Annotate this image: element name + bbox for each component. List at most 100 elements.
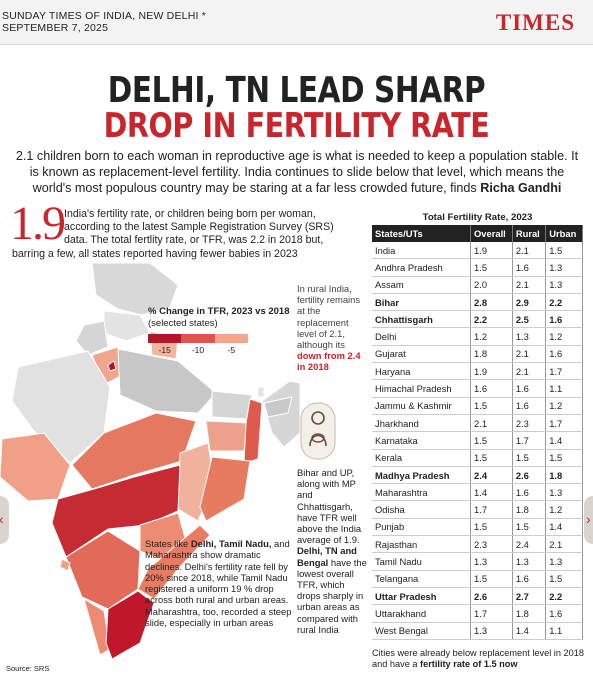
lead-line4: barring a few, all states reported havin… — [12, 247, 298, 260]
intro-text: 2.1 children born to each woman in repro… — [15, 149, 579, 195]
table-row: Tamil Nadu 1.3 1.3 1.3 — [372, 552, 583, 571]
cell-overall: 1.5 — [470, 449, 513, 467]
map-region-delhi — [107, 360, 117, 372]
table-row: Chhattisgarh 2.2 2.5 1.6 — [372, 310, 583, 329]
map-region-karnataka — [65, 530, 141, 610]
map-region-sikkim — [257, 386, 265, 398]
cell-overall: 2.1 — [470, 414, 513, 433]
table-row: Haryana 1.9 2.1 1.7 — [372, 362, 583, 381]
cell-state: Jammu & Kashmir — [372, 397, 471, 415]
cell-rural: 1.3 — [512, 327, 547, 346]
lead-line1: India's fertility rate, or children bein… — [64, 208, 316, 220]
cell-rural: 2.1 — [512, 345, 547, 364]
legend-title: % Change in TFR, 2023 vs 2018 (selected … — [148, 306, 298, 329]
chevron-right-icon: › — [586, 511, 591, 527]
tfr-table-block: Total Fertility Rate, 2023 States/UTs Ov… — [372, 210, 583, 640]
cell-overall: 1.5 — [470, 570, 513, 588]
cell-rural: 1.5 — [512, 518, 547, 537]
table-body: India 1.9 2.1 1.5 Andhra Pradesh 1.5 1.6 1.3 Ass… — [372, 242, 583, 640]
cell-urban: 1.7 — [545, 362, 583, 381]
cell-rural: 1.6 — [512, 258, 547, 277]
cell-state: Madhya Pradesh — [372, 466, 471, 485]
legend-title-text: % Change in TFR, 2023 vs 2018 — [148, 306, 290, 317]
cell-urban: 1.1 — [545, 379, 583, 398]
tfr-table: States/UTs Overall Rural Urban India 1.9 2… — [372, 225, 583, 640]
footer-bold: fertility rate of 1.5 now — [420, 659, 518, 669]
map-region-madhya-pradesh — [71, 412, 197, 490]
cell-overall: 2.4 — [470, 466, 513, 485]
cell-rural: 1.7 — [512, 431, 547, 450]
cell-overall: 1.2 — [470, 327, 513, 346]
table-row: Uttar Pradesh 2.6 2.7 2.2 — [372, 587, 583, 606]
cell-rural: 2.7 — [512, 587, 547, 606]
cell-rural: 1.8 — [512, 500, 547, 519]
table-row: Rajasthan 2.3 2.4 2.1 — [372, 535, 583, 554]
table-header-row: States/UTs Overall Rural Urban — [372, 225, 583, 242]
cell-rural: 1.8 — [512, 604, 547, 623]
newspaper-header-strip: SUNDAY TIMES OF INDIA, NEW DELHI * SEPTE… — [0, 0, 593, 45]
intro-author: Richa Gandhi — [480, 181, 562, 195]
map-region-bihar — [211, 390, 253, 420]
cell-rural: 1.6 — [512, 570, 547, 588]
cell-overall: 1.3 — [470, 552, 513, 571]
cell-state: Gujarat — [372, 345, 471, 364]
cell-rural: 1.6 — [512, 483, 547, 502]
declines-note: States like Delhi, Tamil Nadu, and Mahar… — [145, 538, 295, 628]
cell-state: Delhi — [372, 327, 471, 346]
col-header-rural: Rural — [512, 225, 547, 242]
declines-note-text2: and Maharashtra show dramatic declines. … — [145, 538, 292, 629]
cell-overall: 1.5 — [470, 258, 513, 277]
cell-rural: 1.6 — [512, 397, 547, 415]
cell-state: Karnataka — [372, 431, 471, 450]
cell-overall: 1.5 — [470, 397, 513, 415]
legend-tick: -10 — [191, 345, 205, 355]
cell-urban: 1.1 — [545, 622, 583, 640]
legend-color-bar — [148, 334, 248, 343]
lead-line2: according to the latest Sample Registrat… — [64, 221, 334, 234]
cell-urban: 1.6 — [545, 604, 583, 623]
lead-paragraph: India's fertility rate, or children bein… — [12, 208, 372, 261]
cell-rural: 2.1 — [512, 242, 547, 260]
cell-urban: 2.2 — [545, 293, 583, 312]
cell-overall: 2.2 — [470, 310, 513, 329]
cell-state: Andhra Pradesh — [372, 258, 471, 277]
cell-overall: 2.3 — [470, 535, 513, 554]
cell-overall: 2.6 — [470, 587, 513, 606]
cell-state: Maharashtra — [372, 483, 471, 502]
cell-state: Tamil Nadu — [372, 552, 471, 571]
cell-rural: 1.3 — [512, 552, 547, 571]
table-row: India 1.9 2.1 1.5 — [372, 242, 583, 260]
cell-urban: 1.5 — [545, 570, 583, 588]
cell-overall: 1.7 — [470, 604, 513, 623]
cell-urban: 1.8 — [545, 466, 583, 485]
prev-image-button[interactable]: ‹ — [0, 496, 9, 544]
cell-rural: 2.9 — [512, 293, 547, 312]
cell-overall: 1.8 — [470, 345, 513, 364]
table-row: Jammu & Kashmir 1.5 1.6 1.2 — [372, 397, 583, 415]
cell-overall: 1.5 — [470, 518, 513, 537]
next-image-button[interactable]: › — [584, 496, 593, 544]
states-tfr-note: Bihar and UP, along with MP and Chhattis… — [297, 467, 367, 635]
cell-state: Odisha — [372, 500, 471, 519]
table-footer-note: Cities were already below replacement le… — [372, 648, 587, 670]
cell-state: Telangana — [372, 570, 471, 588]
legend-swatch-3 — [214, 334, 248, 343]
cell-urban: 1.2 — [545, 397, 583, 415]
india-tfr-big-number: 1.9 — [10, 197, 66, 250]
table-row: Andhra Pradesh 1.5 1.6 1.3 — [372, 258, 583, 277]
cell-overall: 2.0 — [470, 276, 513, 294]
rural-note-text: In rural India, fertility remains at the… — [297, 283, 361, 351]
lead-line3: data. The total fertlity rate, or TFR, w… — [64, 234, 324, 247]
table-row: Bihar 2.8 2.9 2.2 — [372, 293, 583, 312]
cell-urban: 1.3 — [545, 552, 583, 571]
rural-note-bold: down from 2.4 in 2018 — [297, 350, 361, 373]
table-row: Maharashtra 1.4 1.6 1.3 — [372, 483, 583, 502]
table-row: Punjab 1.5 1.5 1.4 — [372, 518, 583, 537]
cell-state: Kerala — [372, 449, 471, 467]
legend-subtitle: (selected states) — [148, 317, 218, 329]
cell-urban: 1.4 — [545, 431, 583, 450]
cell-urban: 1.5 — [545, 242, 583, 260]
india-choropleth-map — [0, 263, 300, 660]
rural-fertility-note: In rural India, fertility remains at the… — [297, 283, 365, 373]
table-row: Delhi 1.2 1.3 1.2 — [372, 327, 583, 346]
